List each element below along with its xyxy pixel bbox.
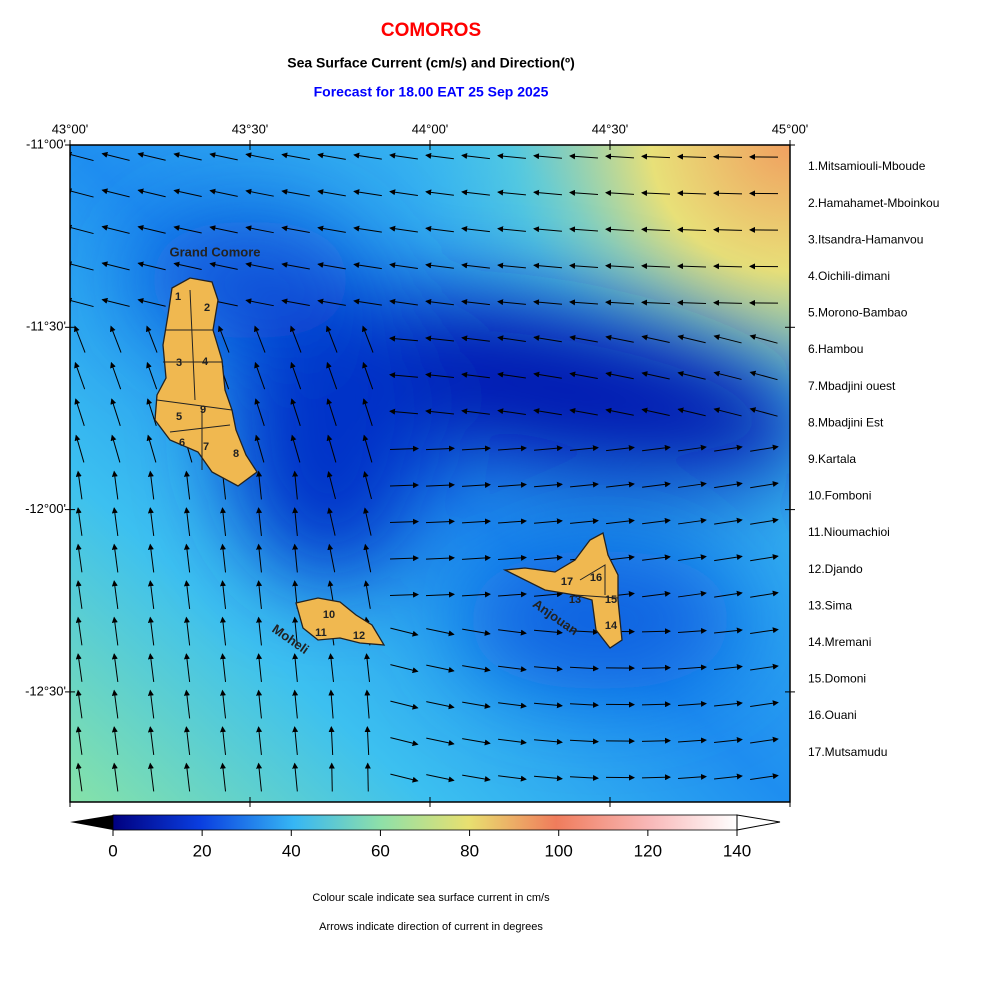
colorbar-tick-label: 100: [545, 841, 573, 860]
region-number: 12: [353, 630, 365, 642]
region-number: 10: [323, 609, 335, 621]
colorbar-tick-label: 40: [282, 841, 301, 860]
region-legend: 1.Mitsamiouli-Mboude 2.Hamahamet-Mboinkou…: [808, 159, 939, 759]
lat-label: -11°00': [26, 136, 66, 151]
legend-item: 10.Fomboni: [808, 489, 871, 503]
region-number: 8: [233, 448, 239, 460]
legend-item: 7.Mbadjini ouest: [808, 379, 896, 393]
subtitle: Sea Surface Current (cm/s) and Direction…: [287, 55, 575, 71]
colorbar-tick-label: 140: [723, 841, 751, 860]
region-number: 2: [204, 302, 210, 314]
region-number: 16: [590, 572, 602, 584]
lon-label: 44°30': [592, 121, 629, 136]
colorbar-tick-label: 120: [634, 841, 662, 860]
legend-item: 4.Oichili-dimani: [808, 269, 890, 283]
legend-item: 11.Nioumachioi: [808, 525, 890, 539]
lon-label: 45°00': [772, 121, 809, 136]
title: COMOROS: [381, 20, 481, 41]
arrow: [714, 266, 742, 267]
colorbar-tick-label: 20: [193, 841, 212, 860]
legend-item: 15.Domoni: [808, 672, 866, 686]
note: Colour scale indicate sea surface curren…: [312, 892, 550, 904]
colorbar-tick-label: 80: [460, 841, 479, 860]
region-number: 14: [605, 620, 618, 632]
forecast: Forecast for 18.00 EAT 25 Sep 2025: [314, 84, 549, 100]
lat-label: -12°00': [25, 501, 66, 516]
arrow: [368, 764, 369, 792]
legend-item: 3.Itsandra-Hamanvou: [808, 232, 923, 246]
colorbar-over: [737, 815, 780, 830]
legend-item: 1.Mitsamiouli-Mboude: [808, 159, 926, 173]
arrow: [714, 303, 742, 304]
legend-item: 13.Sima: [808, 598, 852, 612]
region-number: 11: [315, 627, 327, 639]
arrow: [714, 230, 742, 231]
region-number: 15: [605, 594, 617, 606]
legend-item: 8.Mbadjini Est: [808, 415, 884, 429]
colorbar-under: [70, 815, 113, 830]
island-label: Grand Comore: [169, 244, 260, 259]
region-number: 9: [200, 404, 206, 416]
region-number: 4: [202, 356, 209, 368]
legend-item: 9.Kartala: [808, 452, 856, 466]
region-number: 6: [179, 437, 185, 449]
legend-item: 2.Hamahamet-Mboinkou: [808, 196, 939, 210]
colorbar-tick-label: 0: [108, 841, 117, 860]
lat-label: -12°30': [25, 683, 66, 698]
region-number: 3: [176, 357, 182, 369]
legend-item: 16.Ouani: [808, 708, 857, 722]
region-number: 13: [569, 594, 581, 606]
lon-label: 44°00': [412, 121, 449, 136]
note: Arrows indicate direction of current in …: [319, 921, 543, 933]
legend-item: 12.Djando: [808, 562, 863, 576]
legend-item: 14.Mremani: [808, 635, 871, 649]
colorbar-ramp: [113, 815, 737, 830]
colorbar-tick-label: 60: [371, 841, 390, 860]
region-number: 17: [561, 576, 573, 588]
legend-item: 5.Morono-Bambao: [808, 306, 908, 320]
region-number: 7: [203, 441, 209, 453]
colorbar: 0 20 40 60 80 100 120 140: [70, 815, 780, 860]
region-number: 1: [175, 291, 181, 303]
legend-item: 6.Hambou: [808, 342, 863, 356]
arrow: [714, 193, 742, 194]
arrow: [332, 764, 333, 792]
lon-label: 43°00': [52, 121, 89, 136]
lon-label: 43°30': [232, 121, 269, 136]
lat-label: -11°30': [26, 319, 66, 334]
arrow: [714, 157, 742, 158]
legend-item: 17.Mutsamudu: [808, 745, 887, 759]
region-number: 5: [176, 411, 182, 423]
